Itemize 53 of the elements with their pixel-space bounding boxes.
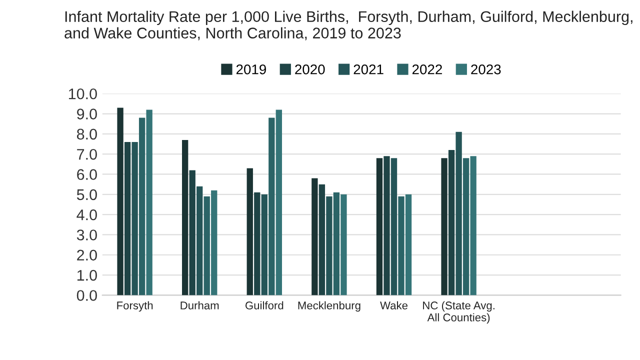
bar [254, 192, 260, 296]
y-tick-label: 9.0 [77, 108, 97, 120]
bar [196, 186, 203, 296]
x-tick-label: Mecklenburg [298, 301, 360, 312]
bar [312, 178, 318, 296]
bar [261, 194, 268, 296]
bar [340, 194, 347, 296]
bar [189, 170, 196, 296]
bar [448, 150, 455, 296]
y-tick-label: 2.0 [77, 250, 97, 261]
bar [441, 158, 448, 296]
bar [390, 158, 398, 296]
bar [470, 156, 476, 296]
legend-label: 2021 [354, 64, 384, 74]
y-tick-label: 8.0 [76, 128, 97, 140]
x-tick-label: NC (State Avg. All Counties) [423, 301, 494, 324]
y-tick-label: 10.0 [68, 88, 97, 100]
bar [132, 142, 138, 296]
bar [138, 118, 146, 296]
legend-label: 2019 [236, 64, 266, 74]
y-tick-label: 3.0 [76, 230, 97, 240]
bar [182, 140, 188, 296]
y-tick-label: 5.0 [76, 189, 97, 200]
y-tick-label: 6.0 [77, 169, 97, 180]
bar [405, 194, 412, 296]
bar [246, 168, 253, 296]
y-tick-label: 0.0 [76, 290, 97, 301]
chart-title: Infant Mortality Rate per 1,000 Live Births, Forsyth, Durham, Guilford, Mecklenburg, and Wake Counties, North Carolina, 2019 to 2023 [64, 10, 632, 40]
bar [398, 196, 404, 296]
bar [456, 132, 462, 296]
bar [211, 190, 218, 296]
x-tick-label: Durham [180, 301, 219, 310]
bar [276, 110, 282, 296]
bar [117, 108, 124, 296]
x-tick-label: Forsyth [117, 301, 153, 312]
legend-label: 2023 [471, 64, 501, 74]
bar [462, 158, 470, 296]
y-tick-label: 7.0 [77, 148, 97, 160]
y-tick-label: 4.0 [76, 209, 97, 220]
legend-label: 2020 [295, 64, 325, 74]
bar [384, 156, 390, 296]
bar [268, 118, 275, 296]
bar [204, 196, 210, 296]
bar [146, 110, 152, 296]
bar [333, 192, 340, 296]
bar [326, 196, 332, 296]
x-tick-label: Guilford [246, 301, 284, 310]
y-tick-label: 1.0 [77, 270, 97, 281]
bar [124, 142, 131, 296]
legend-label: 2022 [412, 64, 442, 74]
bar [376, 158, 383, 296]
x-tick-label: Wake [380, 301, 408, 310]
bar [318, 184, 326, 296]
